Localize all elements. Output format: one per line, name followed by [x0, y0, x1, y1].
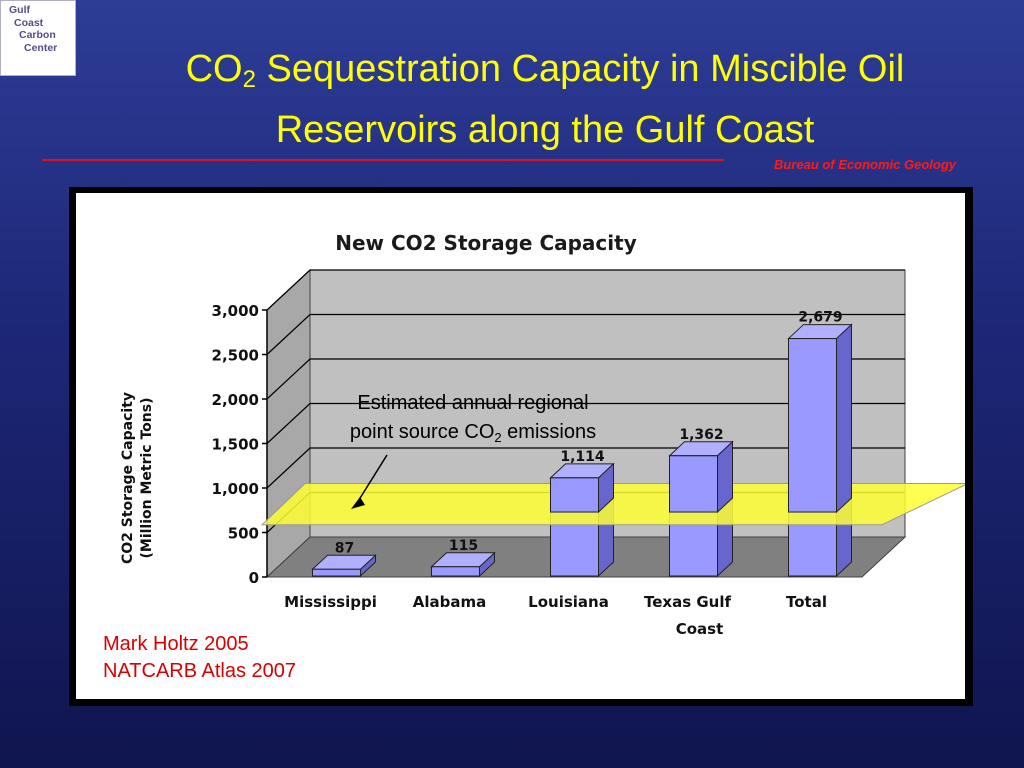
x-tick-label-line: Mississippi [284, 593, 377, 611]
bar-value-label: 1,362 [679, 427, 723, 443]
bar-face [550, 477, 599, 513]
logo-line: Carbon [19, 29, 56, 41]
x-tick-label-line: Texas Gulf [644, 593, 731, 611]
bar-value-label: 2,679 [798, 310, 842, 326]
chart-frame: 0 500 1,000 1,500 2,000 2,500 3,000 CO2 Storage… [69, 187, 973, 706]
slide-title-line1: CO2 Sequestration Capacity in Miscible O… [80, 44, 1010, 105]
bar-value-label: 115 [449, 538, 478, 554]
slide-title-subscript: 2 [242, 66, 256, 93]
emissions-annotation: Estimated annual regional point source C… [313, 389, 633, 452]
x-tick-label: Louisiana [528, 593, 609, 611]
logo-text: Gulf Coast Carbon Center [9, 4, 57, 54]
title-divider [42, 159, 724, 161]
bar-value-label: 87 [335, 540, 354, 556]
x-tick-label: Alabama [413, 593, 486, 611]
source-citation: NATCARB Atlas 2007 [103, 660, 297, 682]
bar-front-4 [669, 440, 733, 514]
gridline [266, 358, 905, 400]
source-citations: Mark Holtz 2005 NATCARB Atlas 2007 [103, 631, 296, 685]
bar-face [669, 455, 718, 513]
chart-title: New CO2 Storage Capacity [335, 231, 637, 255]
annotation-line2: point source CO2 emissions [313, 418, 633, 452]
bar-face [431, 566, 480, 577]
capacity-chart: 0 500 1,000 1,500 2,000 2,500 3,000 CO2 Storage… [120, 268, 965, 638]
organization-label: Bureau of Economic Geology [773, 157, 956, 172]
x-tick-label-line: Total [786, 593, 827, 611]
x-tick-label-line: Louisiana [528, 593, 609, 611]
bar-side [836, 323, 852, 514]
annotation-subscript: 2 [494, 430, 502, 445]
y-axis-title-line: CO2 Storage Capacity [120, 392, 136, 564]
y-tick-label: 2,500 [212, 347, 259, 365]
bar-face [788, 338, 837, 513]
chart-panel: 0 500 1,000 1,500 2,000 2,500 3,000 CO2 Storage… [76, 193, 965, 699]
bar-face [312, 568, 361, 577]
slide-title-co: CO [185, 48, 243, 90]
gridline [266, 269, 905, 311]
x-tick-label: Mississippi [284, 593, 377, 611]
x-tick-label: Total [786, 593, 827, 611]
x-tick-label-line: Alabama [413, 593, 486, 611]
annotation-rest: emissions [501, 421, 597, 443]
annotation-arrow-line [356, 454, 388, 504]
y-axis-title: CO2 Storage Capacity (Million Metric Tons… [120, 392, 155, 564]
gridline [266, 313, 905, 355]
x-tick-label-line: Coast [676, 620, 724, 638]
gulf-coast-carbon-center-logo: Gulf Coast Carbon Center [0, 0, 76, 76]
y-axis-title-line: (Million Metric Tons) [139, 398, 155, 559]
bar-1 [311, 554, 377, 578]
logo-line: Gulf [9, 4, 30, 16]
y-tick-label: 2,000 [212, 391, 259, 409]
slide-title-line2: Reservoirs along the Gulf Coast [275, 109, 815, 151]
annotation-line1: Estimated annual regional [357, 392, 589, 414]
y-tick-label: 1,500 [212, 436, 259, 454]
y-tick-label: 1,000 [212, 480, 259, 498]
slide-title: CO2 Sequestration Capacity in Miscible O… [80, 44, 1010, 155]
logo-line: Center [24, 41, 58, 54]
gridline [266, 402, 905, 444]
annotation-arrow-head [351, 497, 365, 509]
x-tick-label: Texas Gulf Coast [644, 593, 731, 638]
y-tick-label: 3,000 [212, 302, 259, 320]
bar-value-label: 1,114 [560, 449, 605, 465]
bar-2 [430, 551, 496, 578]
bar-front-5 [788, 323, 852, 514]
y-tick-label: 500 [228, 525, 259, 543]
slide-title-rest: Sequestration Capacity in Miscible Oil [255, 48, 905, 90]
y-tick-label: 0 [249, 569, 259, 587]
bar-front-3 [550, 462, 614, 514]
logo-line: Coast [14, 16, 44, 29]
source-citation: Mark Holtz 2005 [103, 633, 249, 655]
annotation-co: point source CO [349, 421, 495, 443]
